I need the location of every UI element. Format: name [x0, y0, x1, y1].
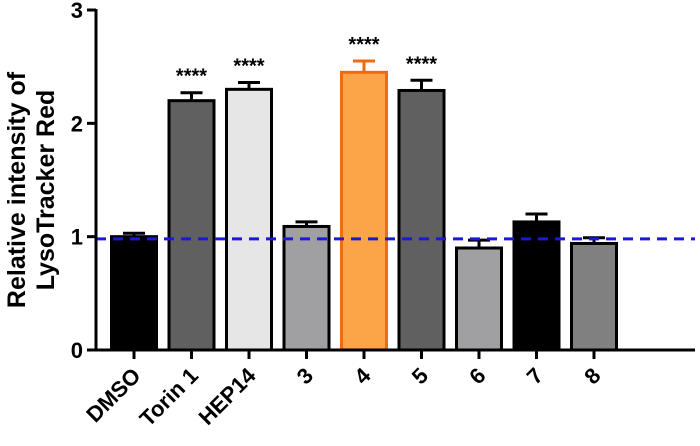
x-tick-label: 4 [349, 362, 376, 389]
x-tick-label: 5 [407, 363, 433, 389]
x-tick-label: DMSO [81, 363, 145, 427]
y-tick-label: 1 [71, 225, 83, 250]
bar [225, 87, 273, 352]
x-tick-label: HEP14 [194, 362, 262, 430]
bar [512, 220, 561, 352]
significance-label: **** [406, 53, 437, 75]
x-tick-label: Torin 1 [135, 363, 203, 431]
bar [340, 70, 388, 352]
x-tick-label: 7 [522, 363, 548, 389]
y-tick-label: 2 [71, 111, 83, 136]
bar [110, 235, 158, 352]
significance-label: **** [348, 34, 379, 56]
bar [397, 88, 446, 352]
significance-label: **** [176, 66, 207, 88]
y-tick-label: 3 [71, 0, 83, 23]
x-tick-label: 6 [464, 363, 490, 389]
bar [282, 224, 331, 352]
bar [167, 99, 216, 352]
bar [455, 246, 503, 352]
significance-label: **** [233, 56, 264, 78]
x-tick-label: 3 [292, 363, 318, 389]
bar [570, 241, 618, 352]
y-tick-label: 0 [71, 338, 83, 363]
x-tick-label: 8 [579, 363, 605, 389]
